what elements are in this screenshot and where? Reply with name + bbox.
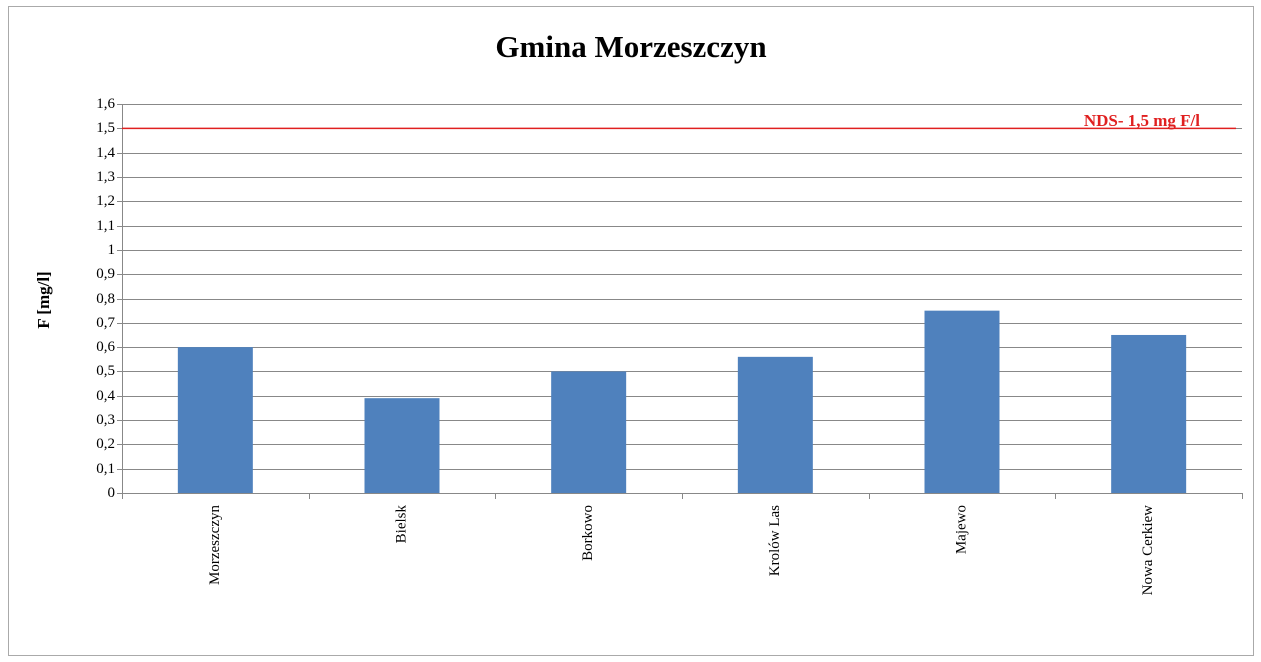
x-tick-label: Majewo — [953, 505, 969, 554]
y-tick-label: 0,9 — [96, 266, 115, 282]
y-tick-label: 1,1 — [96, 218, 115, 234]
bar — [177, 347, 253, 493]
y-tick-label: 0,8 — [96, 291, 115, 307]
x-tick-label: Nowa Cerkiew — [1140, 505, 1156, 596]
chart-frame — [8, 6, 1254, 656]
bar — [924, 310, 1000, 493]
y-tick-label: 1,6 — [96, 96, 115, 112]
bar — [737, 356, 813, 493]
y-tick-label: 1,4 — [96, 145, 115, 161]
y-tick-label: 0,3 — [96, 412, 115, 428]
bar — [551, 371, 627, 493]
y-tick-label: 0,5 — [96, 363, 115, 379]
y-tick-label: 0,7 — [96, 315, 115, 331]
x-tick-label: Bielsk — [393, 505, 409, 544]
y-tick-label: 0,2 — [96, 436, 115, 452]
y-tick-label: 0,4 — [96, 388, 115, 404]
chart-title: Gmina Morzeszczyn — [495, 29, 766, 64]
y-tick-label: 1,5 — [96, 120, 115, 136]
bar — [364, 398, 440, 493]
y-tick-label: 0 — [108, 485, 116, 501]
x-tick-label: Morzeszczyn — [207, 505, 223, 585]
y-tick-label: 0,6 — [96, 339, 115, 355]
y-tick-label: 1 — [108, 242, 116, 258]
x-tick-label: Borkowo — [580, 505, 596, 561]
y-tick-label: 1,2 — [96, 193, 115, 209]
reference-label: NDS- 1,5 mg F/l — [1084, 111, 1200, 130]
y-tick-label: 1,3 — [96, 169, 115, 185]
x-tick-label: Krolów Las — [767, 505, 783, 576]
bar — [1111, 334, 1187, 493]
y-axis-label: F [mg/l] — [34, 271, 53, 328]
y-tick-label: 0,1 — [96, 461, 115, 477]
